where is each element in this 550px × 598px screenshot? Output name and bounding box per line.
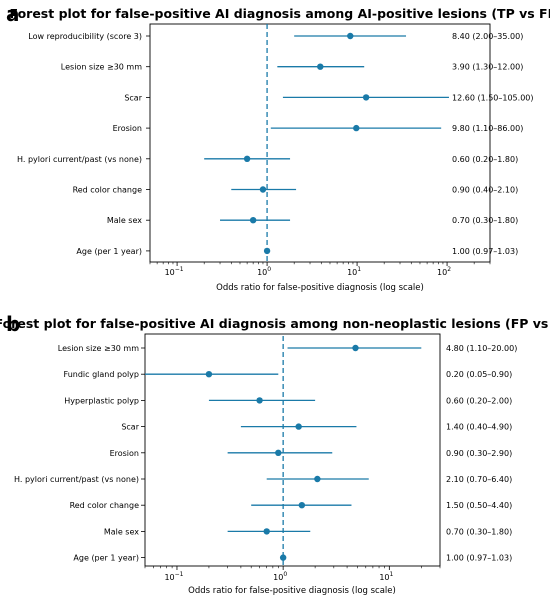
odds-ratio-point — [249, 217, 257, 224]
x-tick-label: 10−1 — [164, 571, 183, 582]
row-label: Age (per 1 year) — [73, 554, 139, 563]
row-label: Erosion — [110, 449, 139, 458]
odds-ratio-point — [243, 155, 251, 162]
row-label: H. pylori current/past (vs none) — [17, 155, 142, 164]
row-value-label: 12.60 (1.50–105.00) — [452, 93, 534, 102]
x-tick-label: 100 — [257, 266, 271, 277]
panel-a-plot-frame — [149, 23, 491, 263]
row-label: Scar — [124, 93, 142, 102]
odds-ratio-point — [317, 63, 324, 70]
panel-b-label: b — [6, 312, 20, 336]
row-value-label: 4.80 (1.10–20.00) — [446, 344, 517, 353]
odds-ratio-point — [263, 247, 271, 255]
row-value-label: 0.70 (0.30–1.80) — [452, 216, 518, 225]
x-tick-label: 101 — [379, 571, 393, 582]
row-label: Male sex — [104, 527, 139, 536]
panel-a: a Forest plot for false-positive AI diag… — [6, 2, 550, 293]
row-value-label: 1.00 (0.97–1.03) — [446, 554, 512, 563]
row-value-label: 1.00 (0.97–1.03) — [452, 247, 518, 256]
row-label: Age (per 1 year) — [76, 247, 142, 256]
panel-a-x-axis-label: Odds ratio for false-positive diagnosis … — [216, 283, 424, 293]
panel-b-title: Forest plot for false-positive AI diagno… — [0, 316, 550, 331]
x-tick-label: 100 — [273, 571, 287, 582]
row-value-label: 0.20 (0.05–0.90) — [446, 370, 512, 379]
odds-ratio-point — [353, 124, 360, 132]
odds-ratio-point — [298, 502, 306, 509]
row-value-label: 1.50 (0.50–4.40) — [446, 501, 512, 510]
panel-b-rows: Lesion size ≥30 mm 4.80 (1.10–20.00) Fundi… — [14, 336, 517, 566]
odds-ratio-point — [347, 32, 354, 40]
row-label: Low reproducibility (score 3) — [28, 32, 142, 41]
row-value-label: 2.10 (0.70–6.40) — [446, 475, 512, 484]
panel-b-x-ticks: 10−1 100 101 — [144, 566, 441, 582]
panel-b-plot-frame — [144, 333, 441, 567]
row-value-label: 9.80 (1.10–86.00) — [452, 124, 523, 133]
row-label: Hyperplastic polyp — [64, 396, 139, 405]
x-tick-label: 102 — [437, 266, 451, 277]
row-value-label: 8.40 (2.00–35.00) — [452, 32, 523, 41]
odds-ratio-point — [275, 449, 282, 456]
row-value-label: 0.60 (0.20–1.80) — [452, 155, 518, 164]
row-value-label: 3.90 (1.30–12.00) — [452, 63, 523, 72]
row-label: Male sex — [107, 216, 142, 225]
odds-ratio-point — [362, 94, 370, 101]
row-value-label: 0.90 (0.40–2.10) — [452, 186, 518, 195]
panel-a-title: Forest plot for false-positive AI diagno… — [10, 6, 550, 21]
odds-ratio-point — [263, 528, 270, 535]
row-label: Lesion size ≥30 mm — [61, 63, 142, 72]
panel-a-x-ticks: 10−1 100 101 102 — [149, 262, 491, 277]
row-label: Fundic gland polyp — [64, 370, 139, 379]
odds-ratio-point — [259, 186, 267, 193]
odds-ratio-point — [256, 397, 263, 404]
row-label: Scar — [121, 423, 139, 432]
panel-a-rows: Low reproducibility (score 3) 8.40 (2.00–… — [17, 24, 534, 262]
panel-a-label: a — [6, 2, 20, 26]
row-label: Red color change — [73, 186, 143, 195]
row-label: Red color change — [70, 501, 140, 510]
odds-ratio-point — [205, 371, 213, 378]
odds-ratio-point — [352, 344, 359, 352]
row-value-label: 1.40 (0.40–4.90) — [446, 423, 512, 432]
row-label: H. pylori current/past (vs none) — [14, 475, 139, 484]
row-value-label: 0.60 (0.20–2.00) — [446, 396, 512, 405]
odds-ratio-point — [279, 554, 287, 561]
row-label: Lesion size ≥30 mm — [58, 344, 139, 353]
row-label: Erosion — [113, 124, 142, 133]
x-tick-label: 101 — [347, 266, 361, 277]
row-value-label: 0.70 (0.30–1.80) — [446, 527, 512, 536]
x-tick-label: 10−1 — [165, 266, 184, 277]
panel-b: b Forest plot for false-positive AI diag… — [0, 312, 550, 596]
odds-ratio-point — [314, 475, 321, 483]
panel-b-x-axis-label: Odds ratio for false-positive diagnosis … — [188, 586, 396, 596]
odds-ratio-point — [295, 423, 302, 430]
row-value-label: 0.90 (0.30–2.90) — [446, 449, 512, 458]
